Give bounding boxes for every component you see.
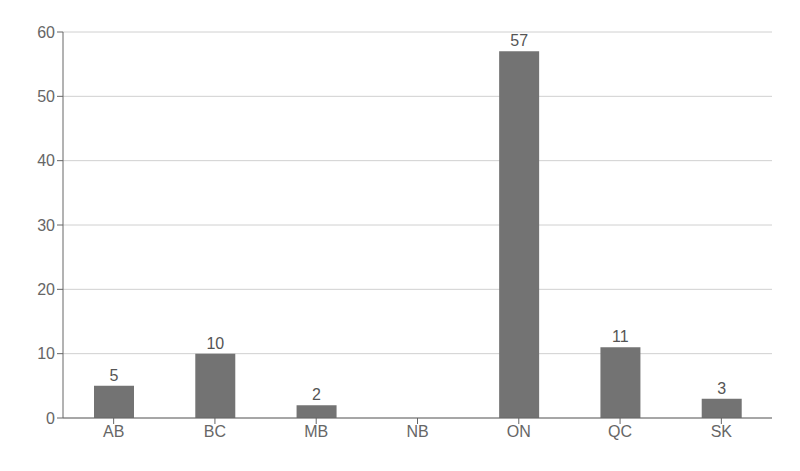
svg-text:MB: MB bbox=[304, 423, 328, 440]
svg-text:10: 10 bbox=[37, 345, 55, 362]
svg-text:40: 40 bbox=[37, 152, 55, 169]
svg-text:BC: BC bbox=[204, 423, 226, 440]
svg-text:QC: QC bbox=[608, 423, 632, 440]
svg-text:3: 3 bbox=[717, 380, 726, 397]
svg-text:10: 10 bbox=[206, 335, 224, 352]
svg-text:SK: SK bbox=[711, 423, 733, 440]
svg-text:AB: AB bbox=[103, 423, 124, 440]
svg-text:NB: NB bbox=[406, 423, 428, 440]
svg-text:57: 57 bbox=[510, 32, 528, 49]
svg-text:20: 20 bbox=[37, 281, 55, 298]
svg-text:5: 5 bbox=[110, 367, 119, 384]
svg-text:11: 11 bbox=[612, 328, 629, 345]
svg-text:30: 30 bbox=[37, 217, 55, 234]
svg-text:ON: ON bbox=[507, 423, 531, 440]
svg-text:60: 60 bbox=[37, 24, 55, 41]
svg-text:2: 2 bbox=[312, 386, 321, 403]
svg-text:0: 0 bbox=[46, 410, 55, 427]
svg-text:50: 50 bbox=[37, 88, 55, 105]
